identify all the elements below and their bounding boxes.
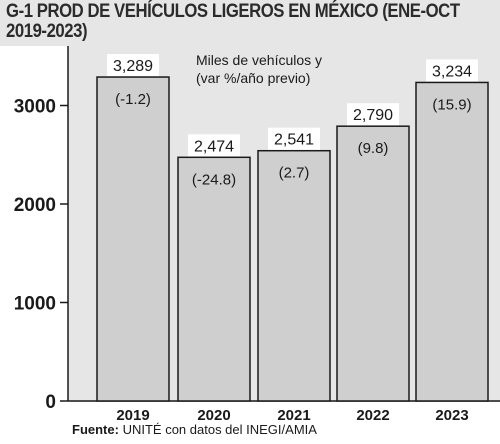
chart-annotation-line: Miles de vehículos y — [196, 52, 322, 68]
bar-change-label: (15.9) — [432, 96, 471, 113]
title-background — [0, 0, 500, 46]
y-tick-label: 1000 — [14, 294, 56, 315]
x-tick-label: 2023 — [435, 407, 468, 424]
y-tick-label: 0 — [45, 392, 56, 413]
bar-value-label: 2,541 — [274, 132, 314, 149]
value-label-background — [107, 54, 159, 77]
bar — [177, 156, 251, 402]
value-label-background — [188, 134, 240, 157]
bar-change-label: (9.8) — [358, 140, 389, 157]
bar-change-label: (-24.8) — [192, 171, 236, 188]
bar-value-label: 2,474 — [194, 138, 234, 155]
bar — [415, 81, 489, 402]
chart-title: G-1 PROD DE VEHÍCULOS LIGEROS EN MÉXICO … — [6, 1, 460, 42]
y-tick-label: 3000 — [14, 97, 56, 118]
bar-change-label: (2.7) — [279, 165, 310, 182]
bar-value-label: 2,790 — [353, 107, 393, 124]
chart-annotation-line: (var %/año previo) — [196, 70, 310, 86]
value-label-background — [426, 59, 478, 82]
source-text: UNITÉ con datos del INEGI/AMIA — [122, 422, 317, 437]
source-label: Fuente: — [72, 422, 119, 437]
value-label-background — [268, 127, 320, 150]
value-label-background — [347, 103, 399, 126]
x-tick-label: 2022 — [356, 407, 389, 424]
bar-change-label: (-1.2) — [115, 91, 151, 108]
bar-value-label: 3,289 — [113, 58, 153, 75]
bar — [257, 149, 331, 402]
bar — [96, 76, 170, 402]
y-tick-label: 2000 — [14, 195, 56, 216]
x-tick-label: 2021 — [277, 407, 310, 424]
x-tick-label: 2019 — [116, 407, 149, 424]
source-note: Fuente: UNITÉ con datos del INEGI/AMIA — [72, 422, 317, 437]
bar — [336, 125, 410, 402]
bar-value-label: 3,234 — [432, 63, 472, 80]
x-tick-label: 2020 — [197, 407, 230, 424]
